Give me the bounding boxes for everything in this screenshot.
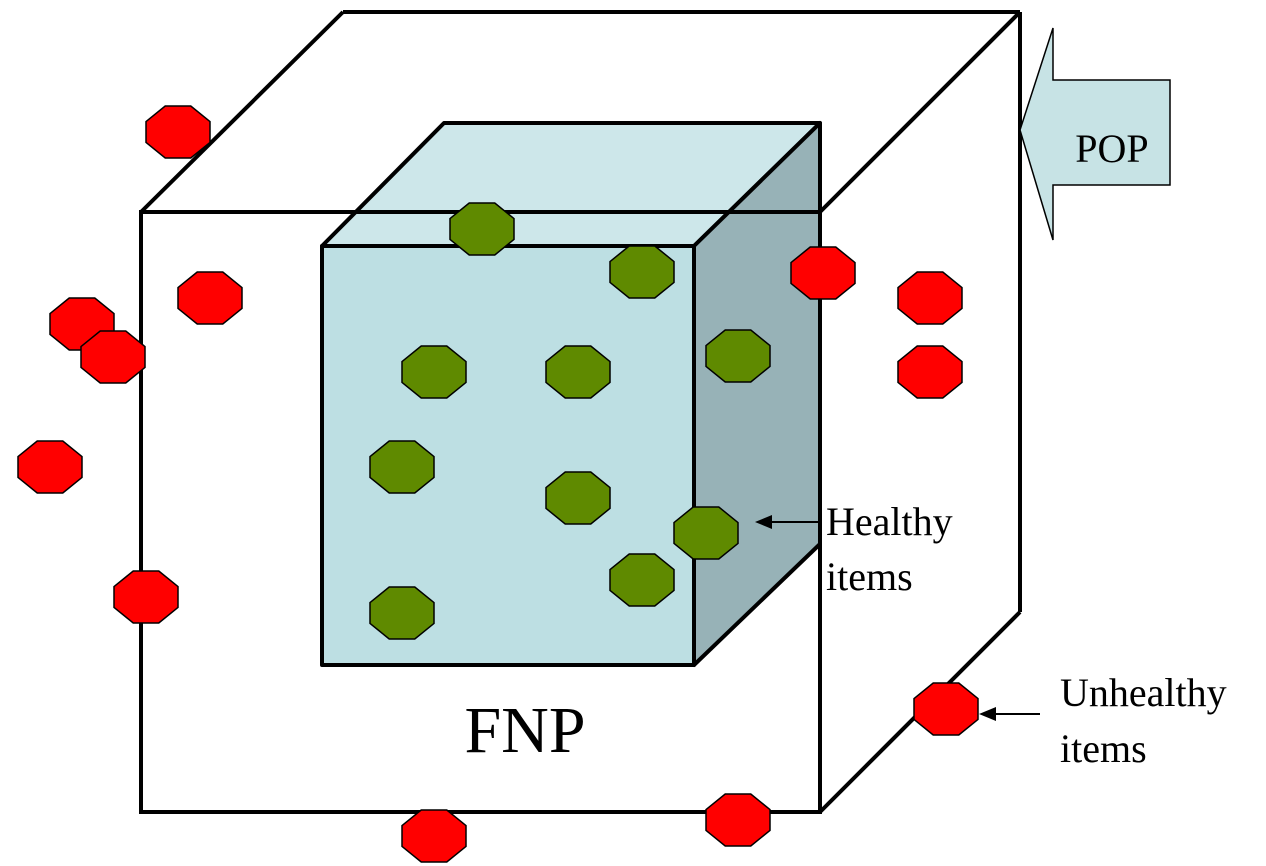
healthy-item-icon xyxy=(369,586,435,640)
unhealthy-item-icon xyxy=(913,682,979,736)
pop-arrow: POP xyxy=(1019,27,1171,241)
healthy-item-icon xyxy=(705,329,771,383)
items-layer xyxy=(17,105,979,863)
unhealthy-item-icon xyxy=(897,345,963,399)
unhealthy-label-line2: items xyxy=(1060,726,1147,771)
healthy-label-line2: items xyxy=(826,554,913,599)
healthy-label-line1: Healthy xyxy=(826,499,953,544)
outer-cube-top-right-edge xyxy=(818,10,1022,214)
unhealthy-item-icon xyxy=(177,271,243,325)
unhealthy-label-line1: Unhealthy xyxy=(1060,670,1227,715)
healthy-item-icon xyxy=(673,506,739,560)
outer-cube-top-left-edge xyxy=(139,10,345,214)
unhealthy-item-icon xyxy=(80,330,146,384)
fnp-label: FNP xyxy=(464,694,585,767)
healthy-item-icon xyxy=(609,553,675,607)
unhealthy-item-icon xyxy=(17,440,83,494)
pop-arrow-shape xyxy=(1019,27,1171,241)
healthy-items-annotation: Healthy items xyxy=(755,499,953,599)
healthy-item-icon xyxy=(401,345,467,399)
healthy-item-icon xyxy=(449,202,515,256)
unhealthy-item-icon xyxy=(705,793,771,847)
healthy-item-icon xyxy=(609,245,675,299)
healthy-pointer-arrowhead xyxy=(755,515,772,529)
unhealthy-item-icon xyxy=(897,271,963,325)
healthy-item-icon xyxy=(545,345,611,399)
unhealthy-item-icon xyxy=(145,105,211,159)
unhealthy-pointer-arrowhead xyxy=(979,707,996,721)
healthy-item-icon xyxy=(369,440,435,494)
unhealthy-item-icon xyxy=(790,246,856,300)
unhealthy-item-icon xyxy=(113,570,179,624)
unhealthy-item-icon xyxy=(401,809,467,863)
unhealthy-items-annotation: Unhealthy items xyxy=(979,670,1227,771)
healthy-item-icon xyxy=(545,471,611,525)
pop-label: POP xyxy=(1075,126,1148,171)
